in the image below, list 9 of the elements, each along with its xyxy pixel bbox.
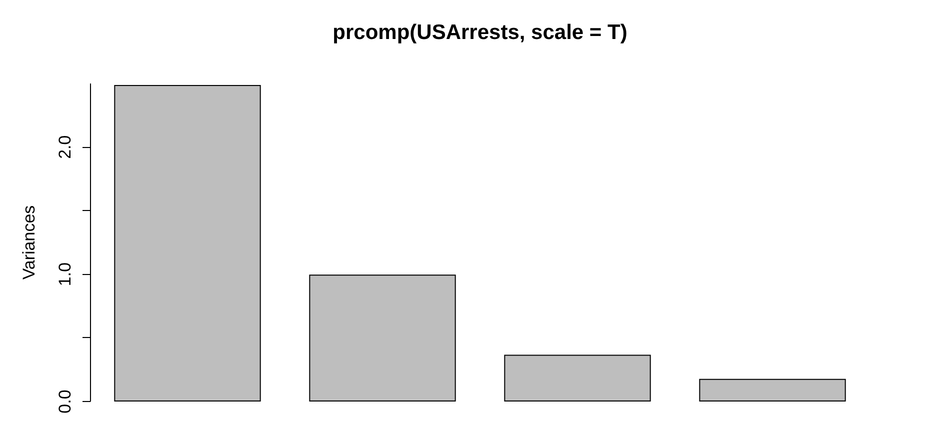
y-tick-label: 0.0 — [56, 390, 74, 414]
bar — [699, 378, 846, 402]
chart-title: prcomp(USArrests, scale = T) — [332, 21, 628, 44]
y-tick-label: 1.0 — [56, 262, 74, 286]
bar — [504, 354, 651, 402]
bar — [114, 85, 261, 402]
bar — [309, 274, 456, 402]
y-tick-label: 2.0 — [56, 135, 74, 159]
y-axis-title: Variances — [20, 205, 38, 280]
